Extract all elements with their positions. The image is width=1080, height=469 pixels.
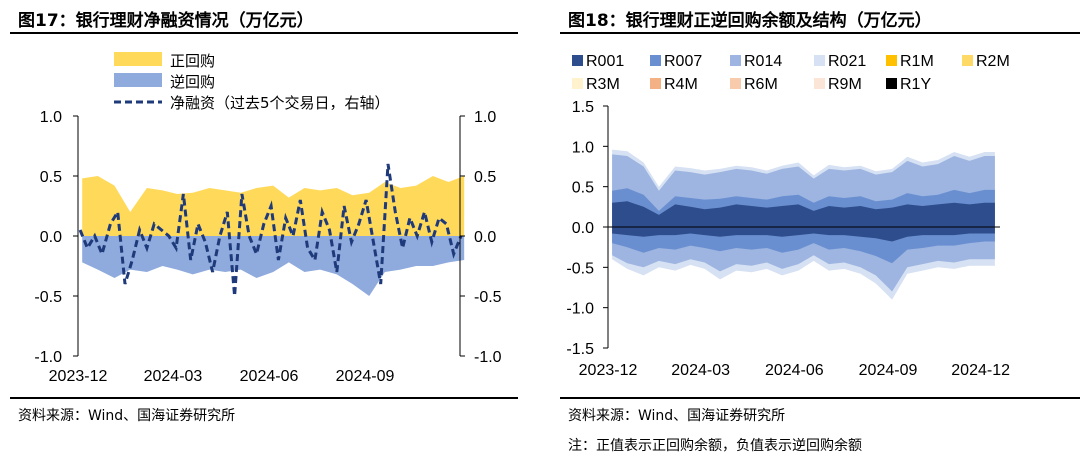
legend-swatch [730,78,741,89]
footer-rule [10,397,518,399]
chart-panel-repo-structure: 图18：银行理财正逆回购余额及结构（万亿元） 1.5 1.0 0.5 0.0 -0.5 -… [550,0,1080,469]
legend-label: 正回购 [170,52,215,70]
chart-note: 注：正值表示正回购余额，负值表示逆回购余额 [568,438,862,454]
legend-swatch [572,55,583,66]
legend-label: R9M [828,76,862,93]
legend-swatch [650,55,661,66]
chart-source: 资料来源：Wind、国海证券研究所 [568,408,786,424]
y2-tick-label: 1.0 [474,109,496,126]
series-area-1 [82,236,465,296]
net-financing-chart: 1.0 0.5 0.0 -0.5 -1.0 1.0 0.5 0.0 -0.5 -1.0 2023-1… [34,52,502,385]
y-tick-label: -1.5 [566,341,594,358]
chart-title: 图17：银行理财净融资情况（万亿元） [18,11,314,31]
legend-label: R007 [664,53,702,70]
y2-tick-label: -1.0 [474,349,502,366]
legend-swatch [572,78,583,89]
legend-swatch [730,55,741,66]
series-line-2 [78,163,463,297]
legend-swatch [814,55,825,66]
legend-label: 净融资（过去5个交易日，右轴） [170,94,390,112]
legend-swatch [114,52,162,66]
x-tick-label: 2024-12 [951,362,1010,379]
legend-swatch [886,78,897,89]
y-tick-label: -0.5 [566,260,594,277]
series-area-r001-negative [612,227,995,242]
legend-swatch [962,55,973,66]
y-tick-label: 1.0 [572,139,594,156]
x-tick-label: 2024-03 [671,362,730,379]
x-tick-label: 2024-09 [336,368,395,385]
legend-label: R014 [744,53,782,70]
legend-swatch [814,78,825,89]
legend-label: R021 [828,53,866,70]
legend-swatch [650,78,661,89]
x-tick-label: 2023-12 [49,368,108,385]
legend-label: R4M [664,76,698,93]
legend-label: R3M [586,76,620,93]
y-tick-label: 0.5 [572,180,594,197]
legend-label: R2M [976,53,1010,70]
x-tick-label: 2023-12 [579,362,638,379]
chart-title: 图18：银行理财正逆回购余额及结构（万亿元） [568,11,932,31]
title-rule [560,32,1080,34]
legend-swatch [114,73,162,87]
y-tick-label: -1.0 [566,301,594,318]
series-area-r001-positive [612,201,995,227]
x-tick-label: 2024-06 [240,368,299,385]
x-tick-label: 2024-09 [859,362,918,379]
y2-tick-label: 0.5 [474,169,496,186]
y-tick-label: 1.0 [40,109,62,126]
chart-source: 资料来源：Wind、国海证券研究所 [18,408,236,424]
y-tick-label: -1.0 [34,349,62,366]
legend-label: R1Y [900,76,931,93]
y-tick-label: 0.0 [572,220,594,237]
repo-structure-chart: 1.5 1.0 0.5 0.0 -0.5 -1.0 -1.5 2023-12 2024-03 20… [566,53,1010,379]
y2-tick-label: -0.5 [474,289,502,306]
legend-label: 逆回购 [170,73,215,91]
y-tick-label: -0.5 [34,289,62,306]
title-rule [10,32,518,34]
x-tick-label: 2024-06 [765,362,824,379]
x-tick-label: 2024-03 [144,368,203,385]
legend-swatch [886,55,897,66]
legend-label: R6M [744,76,778,93]
chart-panel-net-financing: 图17：银行理财净融资情况（万亿元） 1.0 0.5 0.0 -0.5 -1.0 1.0 0… [0,0,520,469]
y-tick-label: 0.0 [40,229,62,246]
footer-rule [560,397,1080,399]
legend-label: R1M [900,53,934,70]
y-tick-label: 0.5 [40,169,62,186]
y-tick-label: 1.5 [572,99,594,116]
y2-tick-label: 0.0 [474,229,496,246]
legend-label: R001 [586,53,624,70]
